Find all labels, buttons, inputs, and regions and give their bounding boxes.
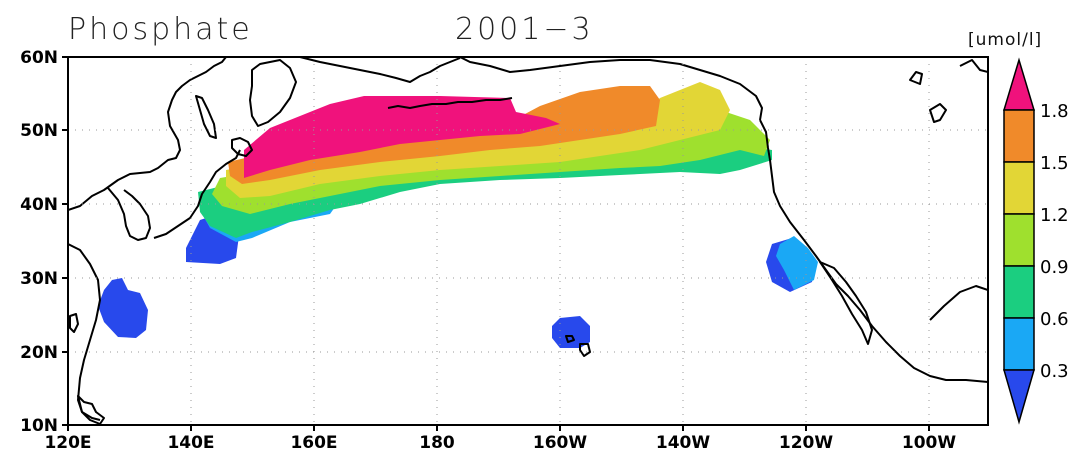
map-period: 2001−3 [455,12,594,47]
lat-tick-50n: 50N [20,121,58,141]
coastline-gulf-of-mexico [929,285,988,321]
colorbar-units: [umol/l] [968,30,1043,50]
coastline-taiwan [69,313,79,333]
colorbar-segment-5 [1003,317,1035,371]
coastline-baja [819,261,873,345]
coastline-hokkaido [231,137,253,157]
lon-tick-120w: 120W [779,433,833,453]
lon-tick-120e: 120E [44,433,91,453]
coastline-sakhalin [195,95,217,139]
coastlines [68,57,988,425]
colorbar: 1.8 1.5 1.2 0.9 0.6 0.3 [1002,57,1069,425]
lon-tick-100w: 100W [902,433,956,453]
colorbar-segment-top [1002,57,1036,111]
map-title: Phosphate [68,12,253,47]
lon-tick-160w: 160W [533,433,587,453]
lat-tick-20n: 20N [20,343,58,363]
colorbar-segment-4 [1003,265,1035,319]
coastline-aleutians [387,97,513,109]
coastline-canada-north [909,71,923,85]
lon-tick-140e: 140E [167,433,214,453]
colorbar-label-1-5: 1.5 [1040,153,1069,174]
colorbar-label-0-6: 0.6 [1040,309,1069,330]
colorbar-segment-1 [1003,109,1035,163]
coastline-korea [107,187,151,241]
phosphate-patch-california-inner [776,236,818,290]
phosphate-patch-west-pacific [98,278,148,338]
tick-marks [62,56,930,431]
coastline-asia [68,57,227,211]
lat-tick-10n: 10N [20,416,58,436]
plot-frame [67,56,989,426]
lat-tick-40n: 40N [20,195,58,215]
lat-tick-60n: 60N [20,48,58,68]
colorbar-label-1-2: 1.2 [1040,205,1069,226]
data-field [98,82,818,348]
colorbar-label-0-3: 0.3 [1040,361,1069,382]
coastline-canada-islands [929,59,988,123]
coastline-japan [153,149,241,239]
coastline-hawaii [565,335,591,357]
phosphate-band-top [244,96,560,178]
colorbar-label-0-9: 0.9 [1040,257,1069,278]
colorbar-segment-2 [1003,161,1035,215]
lon-tick-140w: 140W [656,433,710,453]
colorbar-label-1-8: 1.8 [1040,101,1069,122]
lat-tick-30n: 30N [20,269,58,289]
coastline-philippines [77,395,105,425]
lon-tick-labels: 120E 140E 160E 180 160W 140W 120W 100W [44,433,956,453]
colorbar-segment-3 [1003,213,1035,267]
colorbar-segment-bottom [1003,369,1035,425]
phosphate-patch-hawaii [552,316,590,348]
coastline-kamchatka [249,59,297,127]
phosphate-band-09 [198,145,772,238]
coastline-siberia [299,57,461,83]
coastline-alaska [459,57,763,121]
lat-tick-labels: 60N 50N 40N 30N 20N 10N [20,48,58,436]
lon-tick-180: 180 [419,433,455,453]
lon-tick-160e: 160E [290,433,337,453]
